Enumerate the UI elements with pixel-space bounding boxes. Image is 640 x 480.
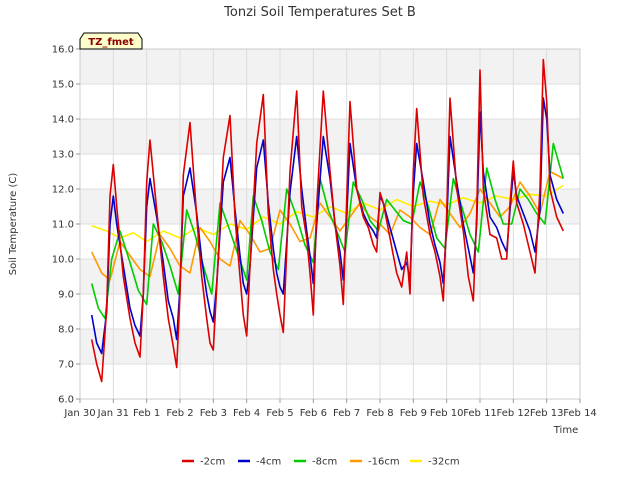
x-tick-label: Feb 7 <box>333 408 360 419</box>
x-tick-label: Feb 8 <box>366 408 393 419</box>
y-tick-label: 16.0 <box>52 45 74 56</box>
plot-band <box>80 294 580 329</box>
x-tick-label: Feb 9 <box>400 408 427 419</box>
x-tick-label: Feb 12 <box>497 408 531 419</box>
plot-band <box>80 259 580 294</box>
y-tick-label: 8.0 <box>58 325 74 336</box>
chart-title: Tonzi Soil Temperatures Set B <box>223 5 416 20</box>
badge-label: TZ_fmet <box>88 37 134 48</box>
legend-label: -8cm <box>312 457 337 468</box>
plot-band <box>80 49 580 84</box>
x-tick-label: Feb 11 <box>463 408 497 419</box>
y-tick-label: 7.0 <box>58 360 74 371</box>
series-line-2cm <box>90 58 565 383</box>
legend-item: -16cm <box>350 457 400 468</box>
plot-band <box>80 224 580 259</box>
x-tick-label: Jan 31 <box>97 408 129 419</box>
x-tick-label: Feb 1 <box>133 408 160 419</box>
legend-label: -32cm <box>428 457 460 468</box>
x-tick-label: Feb 3 <box>200 408 227 419</box>
plot-band <box>80 329 580 364</box>
legend-item: -32cm <box>410 457 460 468</box>
station-badge: TZ_fmet <box>79 32 143 50</box>
legend-item: -2cm <box>182 457 225 468</box>
plot-band <box>80 119 580 154</box>
legend: -2cm -4cm -8cm -16cm -32cm <box>182 457 460 468</box>
x-tick-label: Feb 5 <box>266 408 293 419</box>
legend-label: -2cm <box>200 457 225 468</box>
y-tick-label: 6.0 <box>58 395 74 406</box>
series-line-16cm <box>90 170 564 281</box>
legend-item: -4cm <box>238 457 281 468</box>
y-tick-label: 12.0 <box>52 185 74 196</box>
x-tick-label: Feb 2 <box>166 408 193 419</box>
y-tick-label: 10.0 <box>52 255 74 266</box>
x-tick-label: Feb 6 <box>300 408 327 419</box>
y-tick-label: 14.0 <box>52 115 74 126</box>
y-tick-label: 13.0 <box>52 150 74 161</box>
y-axis-ticks: 6.0 7.0 8.0 9.0 10.0 11.0 12.0 13.0 14.0 15.0 16.0 <box>52 45 80 406</box>
x-axis-label: Time <box>553 425 578 436</box>
legend-item: -8cm <box>294 457 337 468</box>
x-tick-label: Jan 30 <box>63 408 95 419</box>
x-axis-ticks: Jan 30 Jan 31 Feb 1 Feb 2 Feb 3 Feb 4 Feb 5 Feb… <box>63 399 597 419</box>
plot-band <box>80 364 580 399</box>
y-tick-label: 11.0 <box>52 220 74 231</box>
series-lines <box>90 58 565 383</box>
series-line-8cm <box>90 142 565 320</box>
y-tick-label: 9.0 <box>58 290 74 301</box>
plot-band <box>80 84 580 119</box>
x-tick-label: Feb 14 <box>563 408 597 419</box>
badge-shape <box>79 32 143 50</box>
y-tick-label: 15.0 <box>52 80 74 91</box>
x-tick-label: Feb 4 <box>233 408 260 419</box>
legend-label: -16cm <box>368 457 400 468</box>
x-tick-label: Feb 10 <box>430 408 464 419</box>
x-tick-label: Feb 13 <box>530 408 564 419</box>
y-axis-label: Soil Temperature (C) <box>8 173 19 276</box>
legend-label: -4cm <box>256 457 281 468</box>
